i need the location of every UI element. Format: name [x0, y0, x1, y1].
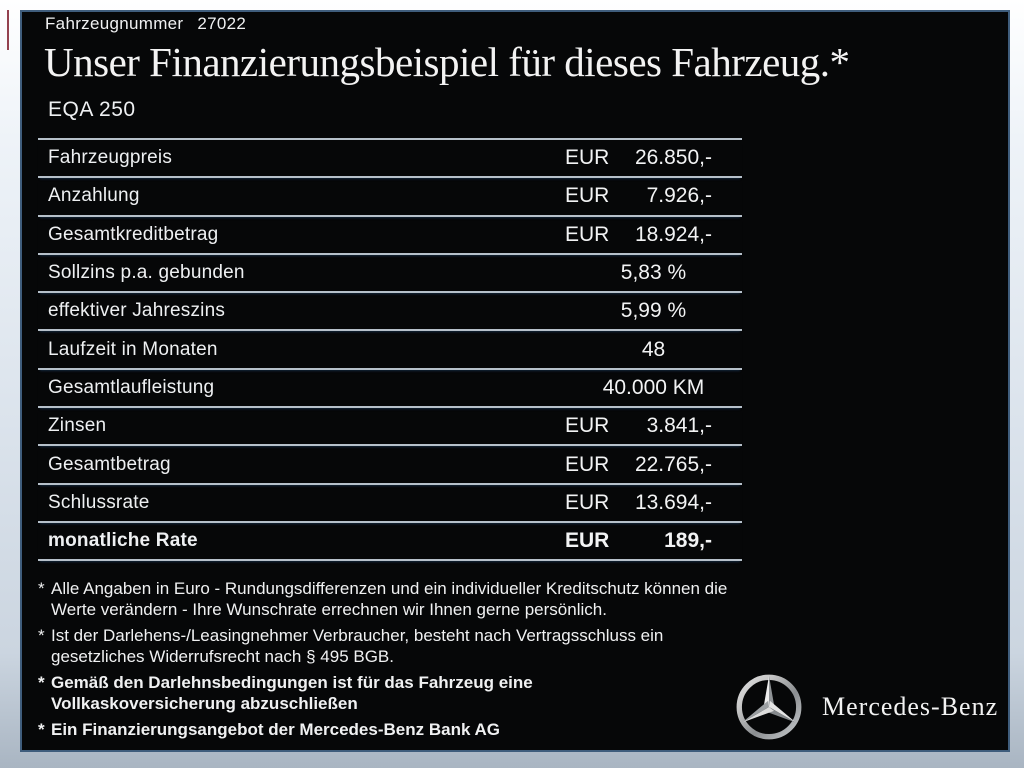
- row-value: EUR 7.926,-: [565, 184, 742, 208]
- row-value: EUR 13.694,-: [565, 491, 742, 515]
- table-row: Anzahlung EUR 7.926,-: [38, 178, 742, 217]
- vehicle-model: EQA 250: [48, 98, 136, 121]
- currency-code: EUR: [565, 452, 610, 476]
- table-row: Sollzins p.a. gebunden 5,83 %: [38, 255, 742, 294]
- row-value: EUR 26.850,-: [565, 146, 742, 170]
- table-row: Gesamtbetrag EUR 22.765,-: [38, 446, 742, 485]
- footnote-marker: *: [38, 579, 45, 598]
- row-label: Zinsen: [48, 415, 107, 437]
- offer-panel: Fahrzeugnummer 27022 Unser Finanzierungsb…: [20, 10, 1010, 752]
- vehicle-number-label: Fahrzeugnummer: [45, 14, 184, 33]
- currency-code: EUR: [565, 490, 610, 514]
- row-value: 5,83 %: [620, 261, 687, 285]
- row-value: EUR 18.924,-: [565, 223, 742, 247]
- row-label: Gesamtkreditbetrag: [48, 223, 219, 245]
- footnote-text: Gemäß den Darlehnsbedingungen ist für da…: [51, 673, 533, 713]
- footnote-text: Ein Finanzierungsangebot der Mercedes-Be…: [51, 720, 501, 739]
- row-label: Fahrzeugpreis: [48, 147, 173, 169]
- row-label: Schlussrate: [48, 491, 150, 513]
- footnote: * Gemäß den Darlehnsbedingungen ist für d…: [38, 672, 754, 714]
- page-title: Unser Finanzierungsbeispiel für dieses F…: [44, 39, 850, 85]
- vehicle-number-value: 27022: [197, 14, 247, 33]
- table-row: Gesamtlaufleistung 40.000 KM: [38, 370, 742, 409]
- row-label: monatliche Rate: [48, 530, 198, 552]
- amount: 13.694,-: [634, 490, 712, 514]
- row-value: 40.000 KM: [602, 375, 705, 399]
- footnote-text: Alle Angaben in Euro - Rundungsdifferenz…: [51, 579, 728, 619]
- footnote-marker: *: [38, 626, 45, 645]
- table-row: effektiver Jahreszins 5,99 %: [38, 293, 742, 332]
- row-label: Sollzins p.a. gebunden: [48, 262, 245, 284]
- brand-block: Mercedes-Benz: [730, 668, 998, 746]
- currency-code: EUR: [565, 146, 610, 170]
- row-label: Gesamtlaufleistung: [48, 376, 215, 398]
- footnote-text: Ist der Darlehens-/Leasingnehmer Verbrau…: [51, 626, 664, 666]
- footnote: * Ein Finanzierungsangebot der Mercedes-B…: [38, 719, 754, 740]
- row-label: Gesamtbetrag: [48, 453, 171, 475]
- edge-red-accent: [7, 10, 9, 50]
- financing-table: Fahrzeugpreis EUR 26.850,- Anzahlung EUR 7.92…: [38, 138, 742, 562]
- row-label: Anzahlung: [48, 185, 140, 207]
- footnote: * Ist der Darlehens-/Leasingnehmer Verbra…: [38, 625, 754, 667]
- amount: 3.841,-: [646, 414, 712, 438]
- footnote-marker: *: [38, 673, 45, 692]
- footnote: * Alle Angaben in Euro - Rundungsdifferen…: [38, 578, 754, 620]
- footnotes: * Alle Angaben in Euro - Rundungsdifferen…: [38, 578, 754, 745]
- table-row: Gesamtkreditbetrag EUR 18.924,-: [38, 217, 742, 255]
- row-value: 48: [641, 337, 666, 361]
- row-label: Laufzeit in Monaten: [48, 338, 218, 360]
- currency-code: EUR: [565, 184, 610, 208]
- amount: 26.850,-: [634, 146, 712, 170]
- table-row: Fahrzeugpreis EUR 26.850,-: [38, 140, 742, 179]
- currency-code: EUR: [565, 529, 610, 553]
- vehicle-number-line: Fahrzeugnummer 27022: [45, 14, 246, 34]
- table-row: Schlussrate EUR 13.694,-: [38, 485, 742, 523]
- row-value: EUR 3.841,-: [565, 414, 742, 438]
- amount: 7.926,-: [646, 184, 712, 208]
- amount: 18.924,-: [634, 222, 712, 246]
- footnote-marker: *: [38, 720, 45, 739]
- amount: 189,-: [664, 529, 712, 553]
- currency-code: EUR: [565, 222, 610, 246]
- row-value: 5,99 %: [620, 299, 687, 323]
- currency-code: EUR: [565, 414, 610, 438]
- row-value: EUR 189,-: [565, 529, 742, 553]
- row-label: effektiver Jahreszins: [48, 300, 226, 322]
- table-row: Laufzeit in Monaten 48: [38, 331, 742, 370]
- table-row: monatliche Rate EUR 189,-: [38, 523, 742, 562]
- mercedes-star-icon: [730, 668, 808, 746]
- amount: 22.765,-: [634, 452, 712, 476]
- mercedes-benz-wordmark: Mercedes-Benz: [822, 692, 999, 721]
- row-value: EUR 22.765,-: [565, 453, 742, 477]
- table-row: Zinsen EUR 3.841,-: [38, 408, 742, 447]
